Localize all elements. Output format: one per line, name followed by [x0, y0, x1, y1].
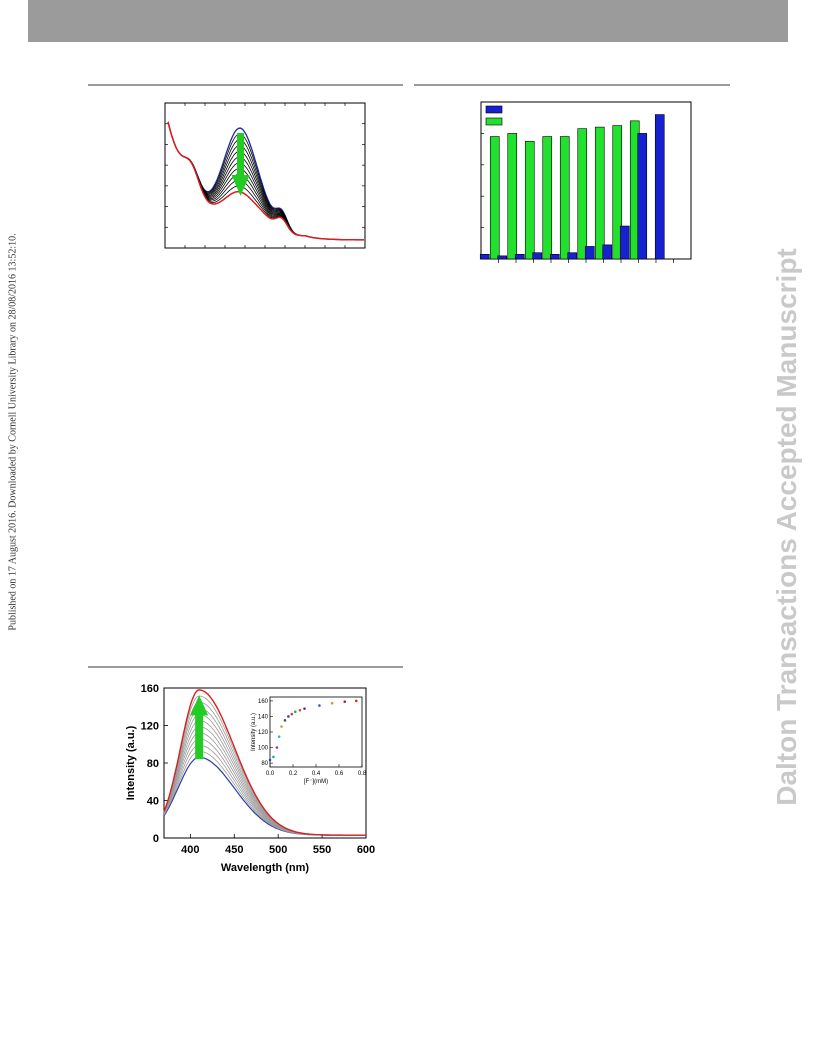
inset-x-tick-label: 0.8 — [358, 771, 367, 777]
inset-data-point — [330, 701, 334, 705]
inset-data-point — [287, 715, 290, 718]
spectrum-line — [167, 121, 364, 241]
inset-data-point — [280, 725, 283, 728]
inset-data-point — [268, 758, 272, 762]
inset-data-point — [298, 708, 302, 712]
inset-data-point — [272, 755, 275, 759]
bar-series-green — [507, 133, 518, 260]
uv-vis-chart — [164, 102, 366, 249]
bar-series-blue — [584, 246, 595, 260]
spectrum-line — [167, 121, 364, 241]
bar-series-blue — [549, 253, 560, 260]
bar-series-blue — [497, 255, 508, 260]
inset-x-tick-label: 0.6 — [335, 771, 344, 777]
x-tick-label: 550 — [313, 844, 331, 856]
inset-y-tick-label: 140 — [258, 714, 269, 720]
bar-series-blue — [567, 252, 578, 260]
y-axis-label: Intensity (a.u.) — [125, 725, 137, 800]
y-tick-label: 80 — [147, 758, 159, 770]
publication-info-text: Published on 17 August 2016. Downloaded … — [7, 233, 19, 631]
inset-y-axis-label: Intensity (a.u.) — [251, 713, 257, 751]
inset-data-point — [275, 746, 279, 749]
bar-series-blue — [479, 253, 490, 260]
bar-series-green — [612, 125, 623, 260]
y-tick-label: 40 — [147, 796, 159, 808]
section-rule-top-left — [88, 84, 403, 86]
header-bar — [28, 0, 788, 42]
spectrum-line — [167, 121, 364, 241]
arrow-head — [231, 175, 250, 196]
inset-x-tick-label: 0.0 — [266, 771, 275, 777]
legend-swatch-green — [485, 117, 503, 126]
spectrum-line — [167, 121, 364, 241]
x-tick-label: 600 — [357, 844, 375, 856]
bar-chart — [479, 101, 692, 263]
inset-x-tick-label: 0.2 — [289, 771, 298, 777]
plot-frame — [164, 102, 366, 249]
spectrum-line — [167, 121, 364, 241]
arrow-head — [190, 695, 209, 716]
inset-data-point — [354, 699, 358, 703]
x-tick-label: 450 — [225, 844, 243, 856]
bar-series-green — [559, 136, 570, 260]
x-axis-label: Wavelength (nm) — [221, 862, 310, 874]
bar-series-blue — [602, 244, 613, 260]
y-tick-label: 160 — [141, 683, 159, 695]
spectrum-line — [167, 121, 364, 241]
spectrum-line — [167, 121, 364, 241]
inset-data-point — [290, 712, 294, 716]
inset-y-tick-label: 160 — [258, 699, 269, 705]
legend-swatch-blue — [485, 105, 503, 114]
fluorescence-chart: 400 450 500 550 600 0 40 80 120 160 Wavelength (nm… — [125, 683, 375, 874]
inset-y-tick-label: 100 — [258, 746, 269, 752]
spectrum-line-final — [163, 689, 366, 836]
inset-data-point — [283, 719, 287, 722]
spectrum-line-initial — [167, 121, 364, 241]
inset-y-tick-label: 120 — [258, 730, 269, 736]
arrow-shaft — [195, 711, 204, 760]
journal-watermark-text: Dalton Transactions Accepted Manuscript — [771, 248, 802, 806]
arrow-shaft — [237, 133, 245, 183]
y-tick-label: 0 — [153, 833, 159, 845]
inset-data-point — [277, 735, 281, 738]
inset-data-point — [303, 707, 306, 710]
bar-series-green — [577, 128, 588, 260]
inset-frame — [269, 696, 363, 768]
spectrum-line-initial — [163, 756, 366, 836]
bar-series-blue — [514, 253, 525, 260]
inset-y-tick-label: 80 — [261, 761, 268, 767]
inset-data-point — [343, 700, 347, 703]
bar-series-blue — [637, 133, 648, 260]
x-tick-label: 500 — [269, 844, 287, 856]
y-tick-label: 120 — [141, 721, 159, 733]
bar-series-green — [524, 140, 535, 260]
spectrum-line — [167, 121, 364, 241]
section-rule-bottom-left — [88, 666, 403, 668]
inset-x-axis-label: [F⁻](mM) — [304, 779, 328, 785]
spectrum-line — [167, 121, 364, 241]
section-rule-top-right — [414, 84, 730, 86]
inset-data-point — [294, 710, 297, 714]
bar-series-blue — [532, 252, 543, 260]
bar-series-blue — [654, 114, 665, 260]
inset-x-tick-label: 0.4 — [312, 771, 321, 777]
bar-series-green — [542, 136, 553, 260]
spectrum-line-final — [167, 121, 364, 241]
bar-series-green — [489, 136, 500, 260]
bar-series-green — [594, 126, 605, 260]
bar-series-blue — [619, 225, 630, 260]
x-tick-label: 400 — [181, 844, 199, 856]
spectrum-line — [167, 121, 364, 241]
inset-data-point — [318, 704, 321, 707]
